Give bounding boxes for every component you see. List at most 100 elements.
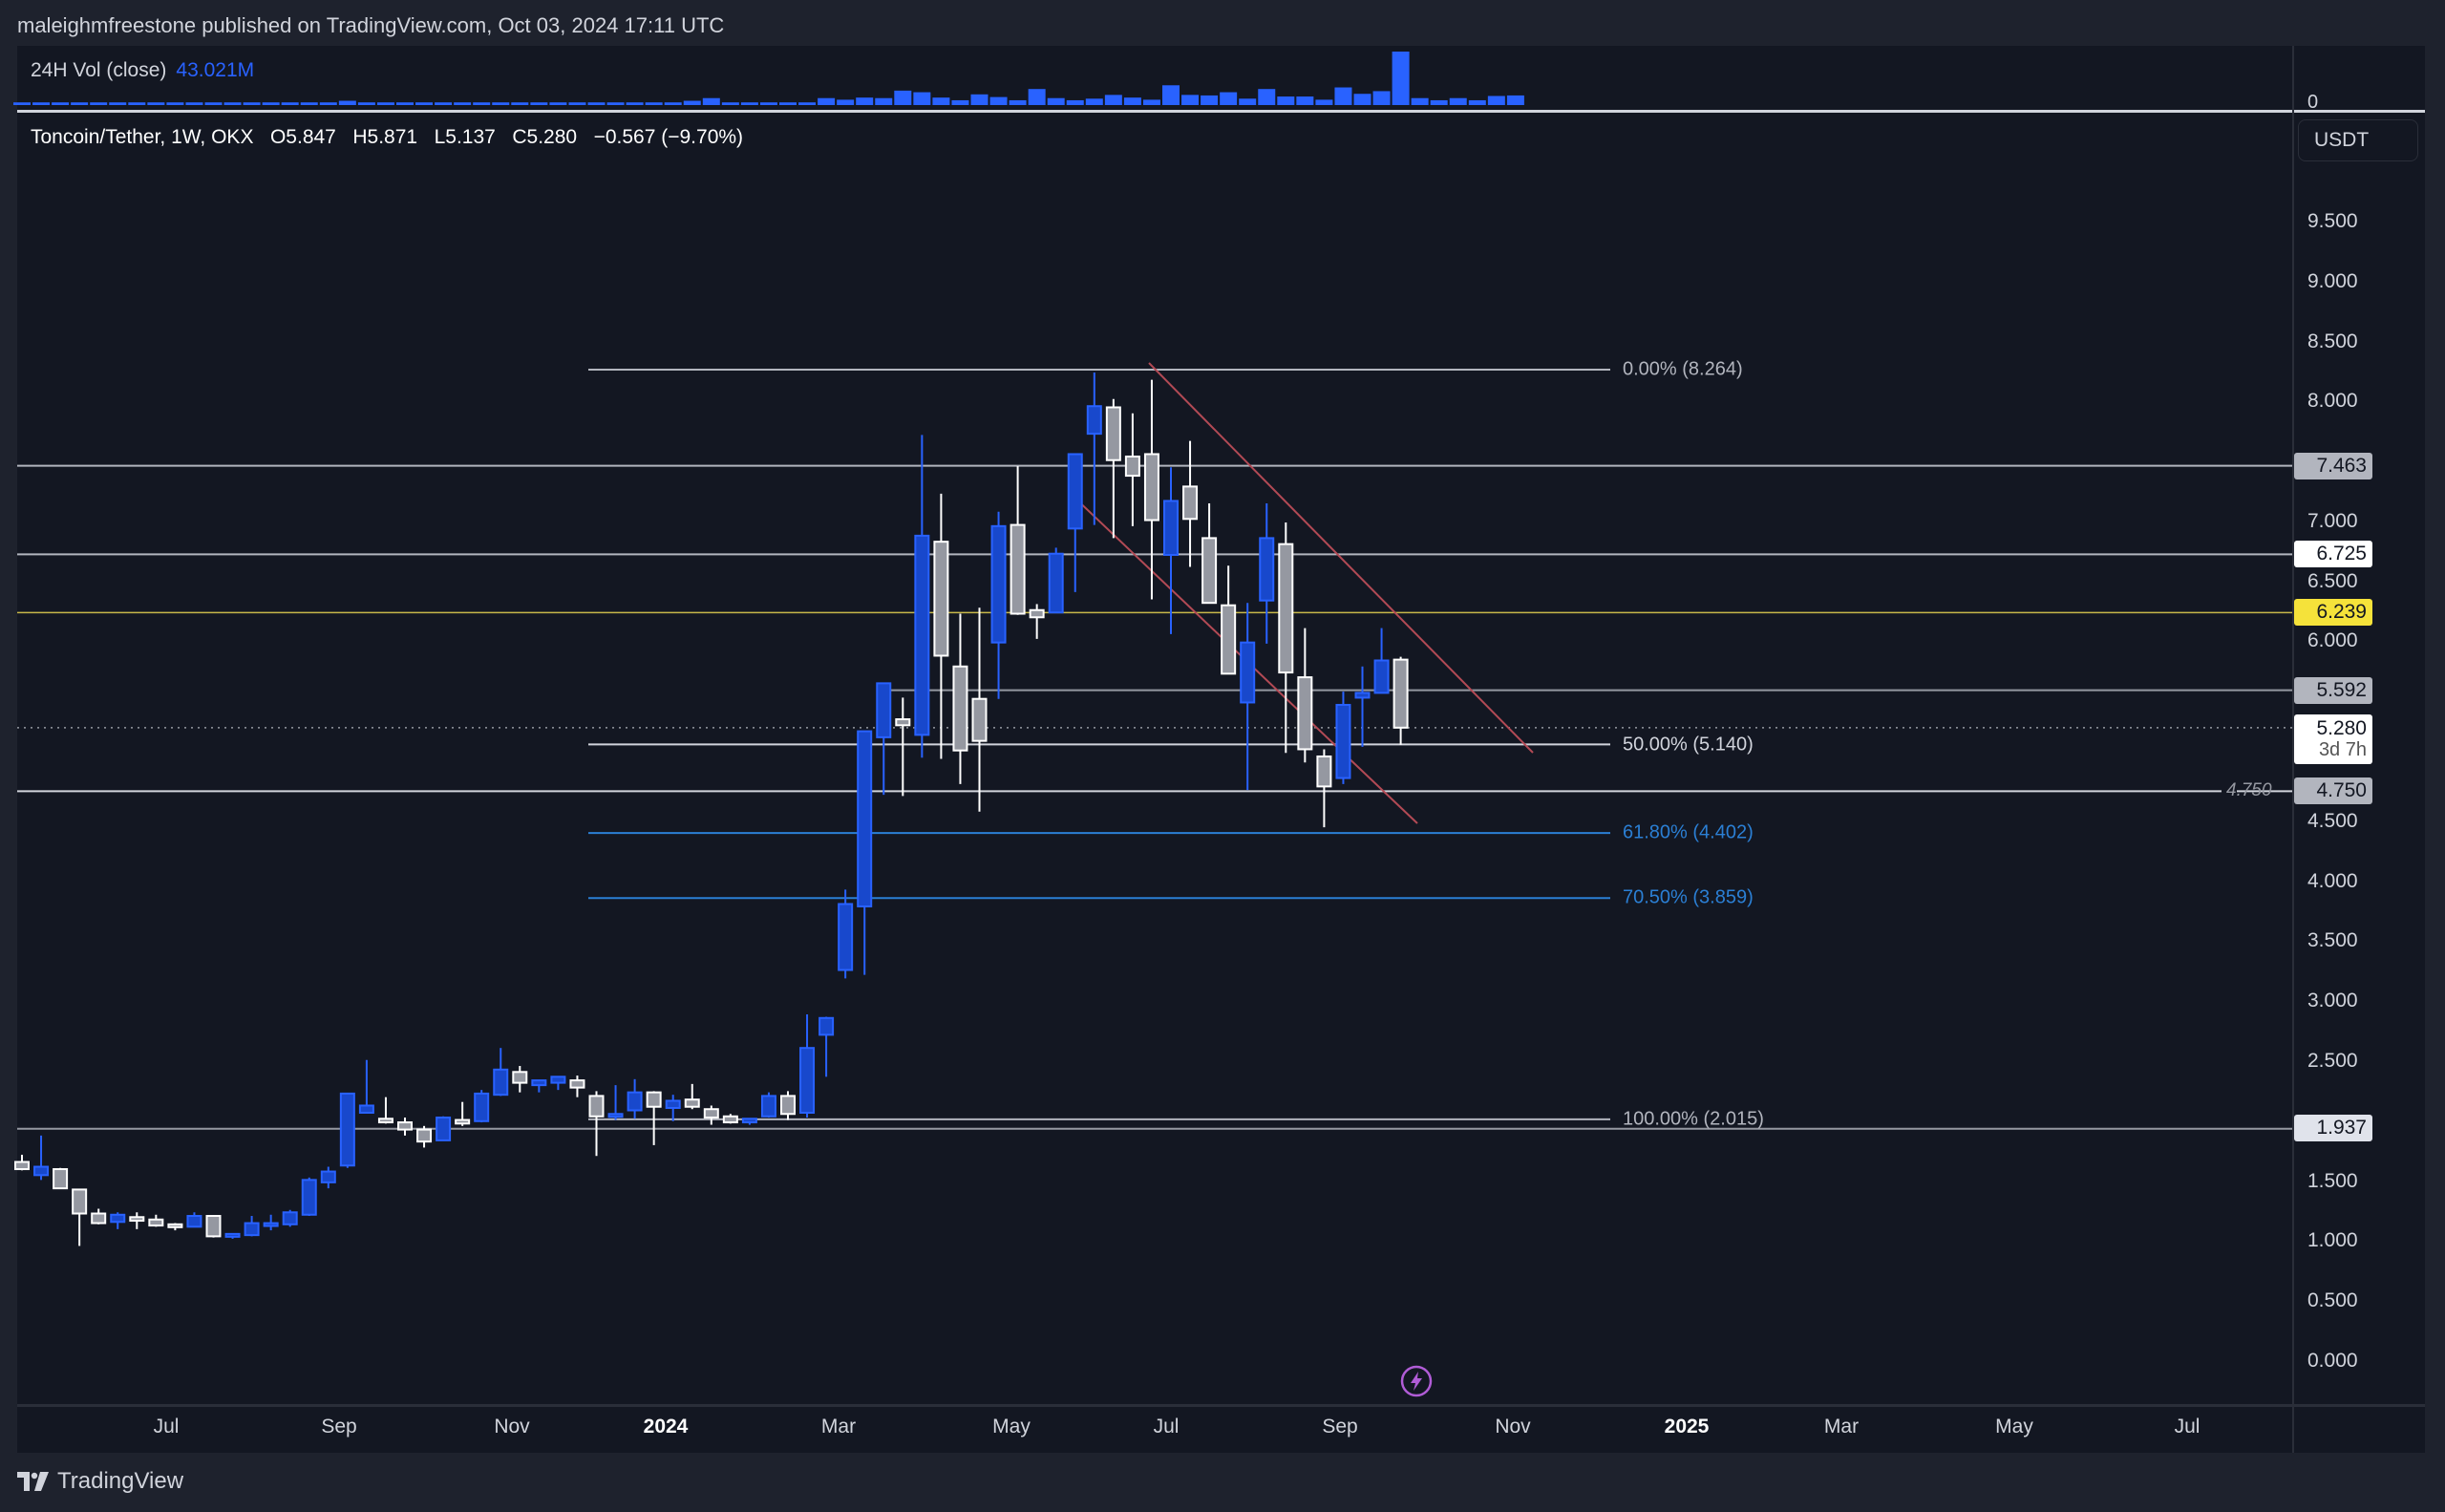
price-tick: 9.500 [2307, 210, 2358, 232]
candle-body [148, 1218, 164, 1227]
candle-body [244, 1222, 260, 1237]
volume-bar [52, 102, 70, 105]
fib-label-50[interactable]: 50.00% (5.140) [1623, 734, 1754, 756]
price-tick: 4.500 [2307, 810, 2358, 832]
lightning-event-icon[interactable] [1399, 1364, 1434, 1398]
volume-bar [740, 102, 758, 105]
price-tick: 3.000 [2307, 990, 2358, 1012]
volume-bar [454, 102, 472, 105]
candle-body [436, 1117, 452, 1141]
candle-body [1316, 755, 1332, 788]
candle-body [1029, 608, 1045, 619]
candle-body [914, 534, 930, 736]
currency-button[interactable]: USDT [2298, 119, 2418, 161]
candle-body [857, 730, 873, 907]
volume-bar [1296, 96, 1314, 105]
candle-body [1278, 543, 1294, 674]
volume-bar [13, 102, 31, 105]
chart-frame [17, 46, 2425, 1453]
price-tag-4750[interactable]: 4.750 [2294, 777, 2372, 804]
fib-label-618[interactable]: 61.80% (4.402) [1623, 821, 1754, 843]
time-label: Sep [321, 1416, 357, 1437]
candle-body [722, 1115, 738, 1124]
volume-axis-zero: 0 [2307, 92, 2319, 113]
fib-label-100[interactable]: 100.00% (2.015) [1623, 1108, 1764, 1130]
volume-bar [568, 102, 586, 105]
volume-bar [1009, 99, 1027, 105]
volume-bar [721, 102, 739, 105]
candle-body [1105, 406, 1121, 461]
candle-body [33, 1165, 50, 1177]
volume-bar [856, 97, 874, 105]
price-tag-7463[interactable]: 7.463 [2294, 453, 2372, 479]
volume-bar [1334, 87, 1352, 105]
candle-body [129, 1216, 145, 1223]
ohlc-low: L5.137 [434, 126, 496, 148]
volume-bar [664, 102, 682, 105]
price-tick: 8.000 [2307, 390, 2358, 412]
volume-bar [147, 102, 165, 105]
candle-body [320, 1170, 336, 1183]
volume-bar [376, 102, 394, 105]
volume-bar [606, 102, 625, 105]
candle-body [1048, 552, 1064, 614]
volume-legend: 24H Vol (close) 43.021M [31, 59, 254, 82]
time-label: Sep [1322, 1416, 1358, 1437]
volume-bar [1487, 96, 1505, 105]
candle-body [933, 541, 949, 657]
bar-countdown: 3d 7h [2318, 739, 2367, 760]
volume-bar [759, 102, 777, 105]
ohlc-high: H5.871 [352, 126, 418, 148]
candle-body [607, 1113, 624, 1118]
candle-body [1259, 537, 1275, 602]
candle-body [1143, 453, 1159, 522]
candle-body [1067, 453, 1083, 530]
fib-label-0[interactable]: 0.00% (8.264) [1623, 358, 1743, 380]
volume-bar [932, 97, 950, 105]
volume-bar [1353, 94, 1371, 105]
price-tick: 1.500 [2307, 1170, 2358, 1192]
volume-bar [262, 102, 280, 105]
tradingview-logo[interactable]: TradingView [17, 1468, 183, 1495]
candle-body [952, 665, 968, 752]
volume-bar [1430, 99, 1448, 105]
time-label: Mar [820, 1416, 857, 1437]
volume-bar [1411, 97, 1429, 105]
candle-body [282, 1211, 298, 1225]
volume-bar [223, 102, 242, 105]
volume-bar [243, 102, 261, 105]
price-tick: 6.000 [2307, 629, 2358, 651]
fib-label-705[interactable]: 70.50% (3.859) [1623, 886, 1754, 908]
candle-body [588, 1095, 605, 1118]
time-label: May [992, 1416, 1031, 1437]
last-price-tag[interactable]: 5.280 3d 7h [2294, 714, 2372, 764]
candle-body [1221, 604, 1237, 675]
time-label: Jul [2174, 1416, 2200, 1437]
tradingview-brand: TradingView [57, 1468, 184, 1494]
price-tick: 9.000 [2307, 270, 2358, 292]
volume-bar [1085, 98, 1103, 105]
price-tick: 1.000 [2307, 1229, 2358, 1251]
pane-separator[interactable] [17, 110, 2425, 113]
candle-body [760, 1095, 776, 1118]
price-tag-1937[interactable]: 1.937 [2294, 1115, 2372, 1141]
candle-body [876, 682, 892, 738]
candle-body [1010, 523, 1026, 615]
volume-value: 43.021M [176, 59, 255, 81]
volume-bar [1162, 85, 1180, 105]
price-tag-6239[interactable]: 6.239 [2294, 599, 2372, 626]
hline-label-4750[interactable]: 4.750 [2226, 780, 2272, 800]
price-tick: 8.500 [2307, 330, 2358, 352]
price-tag-5592[interactable]: 5.592 [2294, 677, 2372, 704]
candle-body [493, 1068, 509, 1097]
volume-bar [1220, 92, 1238, 105]
price-tag-6725[interactable]: 6.725 [2294, 541, 2372, 567]
time-label-year: 2024 [643, 1416, 689, 1437]
candle-body [1182, 485, 1199, 521]
symbol-legend[interactable]: Toncoin/Tether, 1W, OKX O5.847 H5.871 L5… [31, 126, 743, 149]
candle-body [14, 1161, 30, 1171]
volume-bar [281, 102, 299, 105]
candle-body [550, 1075, 566, 1084]
candle-body [819, 1016, 835, 1036]
